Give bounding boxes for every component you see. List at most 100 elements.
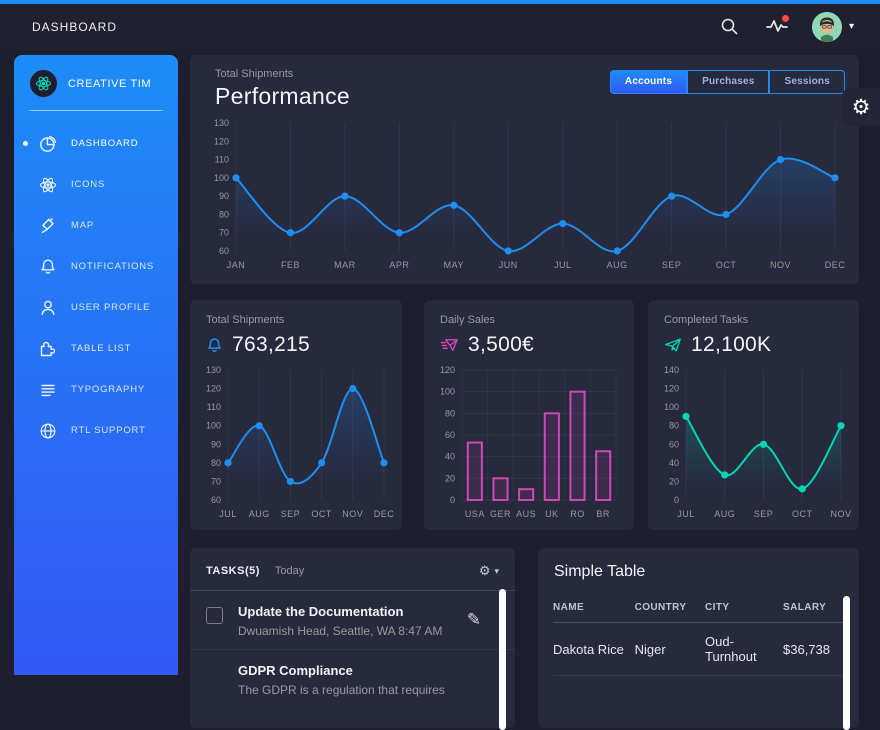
notifications-activity-icon[interactable]	[766, 15, 789, 37]
sidebar-item-dashboard[interactable]: DASHBOARD	[14, 123, 178, 164]
svg-text:NOV: NOV	[770, 260, 791, 270]
tasks-options-dropdown[interactable]: ⚙ ▾	[479, 563, 499, 579]
table-row: Dakota Rice Niger Oud-Turnhout $36,738	[553, 622, 844, 676]
tasks-card: TASKS(5) Today ⚙ ▾ Update the Documentat…	[190, 548, 515, 730]
svg-text:60: 60	[219, 246, 229, 256]
chart-pie-icon	[40, 135, 57, 152]
column-header-name: NAME	[553, 595, 635, 623]
svg-text:JUL: JUL	[677, 509, 695, 519]
page-title: DASHBOARD	[32, 20, 118, 34]
stat-card-value: 3,500€	[468, 333, 535, 356]
svg-text:80: 80	[211, 458, 221, 468]
svg-text:AUG: AUG	[607, 260, 628, 270]
svg-text:AUG: AUG	[714, 509, 735, 519]
creative-tim-logo-icon	[30, 70, 57, 97]
svg-text:OCT: OCT	[792, 509, 813, 519]
send-icon	[665, 338, 681, 352]
user-menu[interactable]: ▾	[811, 12, 854, 42]
svg-text:JUL: JUL	[554, 260, 572, 270]
svg-text:DEC: DEC	[374, 509, 394, 519]
accounts-button[interactable]: Accounts	[609, 70, 688, 94]
svg-text:130: 130	[214, 118, 229, 128]
performance-line-chart: 60 70 80 90 100 110 120 130 JAN FEB MAR APR MAY JUN JU…	[204, 115, 845, 273]
svg-text:JAN: JAN	[227, 260, 246, 270]
svg-text:70: 70	[211, 476, 221, 486]
active-dot	[23, 141, 28, 146]
task-title: Update the Documentation	[238, 604, 404, 619]
table-header-row: NAME COUNTRY CITY SALARY	[553, 595, 844, 623]
svg-text:JUL: JUL	[219, 509, 237, 519]
pin-icon	[41, 217, 54, 233]
svg-text:OCT: OCT	[716, 260, 737, 270]
sidebar-item-map[interactable]: MAP	[14, 205, 178, 246]
svg-text:80: 80	[669, 421, 679, 431]
divider	[190, 590, 515, 591]
task-row: GDPR Compliance The GDPR is a regulation…	[190, 649, 515, 708]
performance-chart-card: Total Shipments Performance Accounts Pur…	[190, 55, 859, 284]
svg-text:130: 130	[206, 365, 221, 375]
svg-text:MAY: MAY	[444, 260, 464, 270]
svg-text:20: 20	[445, 473, 455, 483]
cell-salary: $36,738	[783, 622, 844, 676]
bell-icon	[41, 259, 55, 274]
pencil-edit-icon[interactable]: ✎	[466, 610, 481, 629]
svg-text:UK: UK	[545, 509, 559, 519]
sidebar-item-notifications[interactable]: NOTIFICATIONS	[14, 246, 178, 287]
gear-icon: ⚙	[478, 563, 491, 578]
puzzle-icon	[40, 341, 56, 356]
svg-text:60: 60	[211, 495, 221, 505]
svg-text:100: 100	[206, 421, 221, 431]
svg-text:OCT: OCT	[311, 509, 332, 519]
svg-text:RO: RO	[570, 509, 585, 519]
main-card-subtitle: Total Shipments	[215, 68, 294, 80]
svg-text:AUS: AUS	[516, 509, 536, 519]
table-scrollbar[interactable]	[843, 596, 850, 730]
sidebar-nav: DASHBOARD ICONS MAP NOTIFI	[14, 111, 178, 451]
svg-text:40: 40	[669, 458, 679, 468]
stat-card-title: Total Shipments	[206, 314, 285, 326]
svg-text:0: 0	[674, 495, 679, 505]
svg-text:DEC: DEC	[825, 260, 845, 270]
svg-text:60: 60	[669, 439, 679, 449]
stat-card-value: 12,100K	[691, 333, 772, 356]
user-avatar	[811, 12, 842, 42]
cell-name: Dakota Rice	[553, 622, 635, 676]
svg-text:120: 120	[206, 384, 221, 394]
sidebar-item-icons[interactable]: ICONS	[14, 164, 178, 205]
sidebar-item-rtl-support[interactable]: RTL SUPPORT	[14, 410, 178, 451]
sidebar-divider	[29, 110, 163, 111]
svg-text:SEP: SEP	[281, 509, 301, 519]
svg-text:80: 80	[445, 408, 455, 418]
svg-text:110: 110	[207, 402, 221, 412]
sessions-button[interactable]: Sessions	[769, 70, 845, 94]
daily-sales-bar-chart: 0 20 40 60 80 100 120 USA GER AUS UK RO BR	[430, 362, 626, 522]
tasks-card-title: TASKS(5)	[206, 565, 260, 577]
tasks-card-subtitle[interactable]: Today	[274, 565, 305, 577]
settings-fab-button[interactable]: ⚙	[842, 88, 880, 126]
task-checkbox[interactable]	[206, 607, 223, 624]
brand[interactable]: CREATIVE TIM	[14, 55, 178, 110]
sidebar-item-table-list[interactable]: TABLE LIST	[14, 328, 178, 369]
svg-text:60: 60	[445, 430, 455, 440]
stat-card-value: 763,215	[232, 333, 311, 356]
svg-text:100: 100	[664, 402, 679, 412]
search-icon[interactable]	[720, 17, 740, 37]
task-title: GDPR Compliance	[238, 663, 353, 678]
main-card-title: Performance	[215, 83, 350, 109]
svg-text:120: 120	[214, 136, 229, 146]
chevron-down-icon: ▾	[494, 565, 499, 576]
svg-text:NOV: NOV	[830, 509, 851, 519]
svg-text:40: 40	[445, 452, 455, 462]
svg-text:80: 80	[219, 209, 229, 219]
svg-text:GER: GER	[490, 509, 511, 519]
user-icon	[41, 300, 55, 315]
table-card-title: Simple Table	[554, 563, 646, 580]
svg-text:20: 20	[669, 476, 679, 486]
svg-text:90: 90	[211, 439, 221, 449]
sidebar-item-typography[interactable]: TYPOGRAPHY	[14, 369, 178, 410]
sidebar-item-user-profile[interactable]: USER PROFILE	[14, 287, 178, 328]
atom-icon	[39, 177, 57, 192]
purchases-button[interactable]: Purchases	[687, 70, 770, 94]
column-header-salary: SALARY	[783, 595, 844, 623]
svg-text:SEP: SEP	[662, 260, 682, 270]
